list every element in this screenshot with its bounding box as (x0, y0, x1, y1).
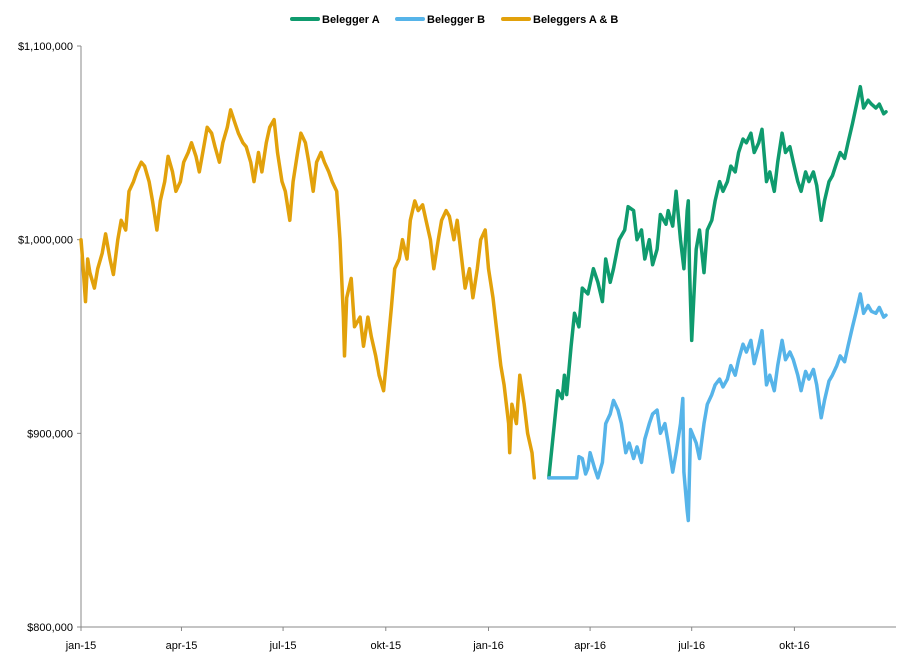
x-tick-label: okt-16 (779, 640, 810, 652)
y-tick-label: $900,000 (27, 428, 73, 440)
y-tick-label: $1,000,000 (18, 235, 73, 247)
y-axis: $800,000 $900,000 $1,000,000 $1,100,000 (18, 41, 82, 634)
y-tick-label: $1,100,000 (18, 41, 73, 53)
legend-item-beleggers-a-b: Beleggers A & B (501, 14, 618, 26)
series-layer (79, 84, 888, 523)
legend-label: Belegger B (427, 14, 485, 26)
x-tick-label: jan-15 (65, 640, 97, 652)
series-line-belegger-b (547, 292, 888, 523)
x-tick-label: jul-15 (269, 640, 297, 652)
x-tick-label: jan-16 (472, 640, 504, 652)
x-axis: jan-15 apr-15 jul-15 okt-15 jan-16 apr-16 jul-… (65, 626, 896, 652)
x-tick-label: apr-16 (574, 640, 606, 652)
legend-label: Belegger A (322, 14, 380, 26)
x-tick-label: okt-15 (370, 640, 401, 652)
legend: Belegger A Belegger B Beleggers A & B (290, 14, 618, 26)
series-line-belegger-a (547, 84, 888, 480)
y-tick-label: $800,000 (27, 622, 73, 634)
legend-item-belegger-b: Belegger B (395, 14, 485, 26)
legend-label: Beleggers A & B (533, 14, 618, 26)
legend-item-belegger-a: Belegger A (290, 14, 380, 26)
series-line-beleggers-a-b (79, 108, 537, 480)
x-tick-label: apr-15 (166, 640, 198, 652)
x-tick-label: jul-16 (677, 640, 705, 652)
